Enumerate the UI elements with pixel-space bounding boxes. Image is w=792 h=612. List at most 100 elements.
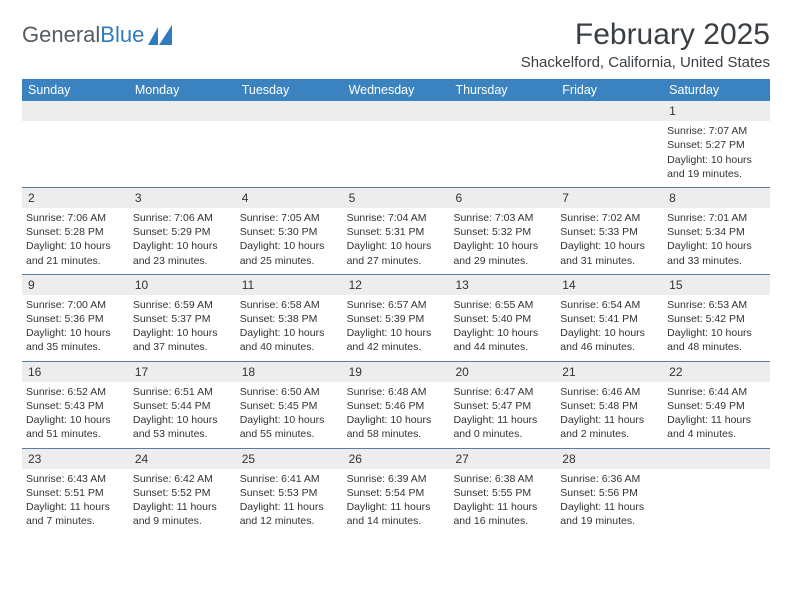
- day-number: 8: [663, 188, 770, 208]
- daylight-text: Daylight: 10 hours and 55 minutes.: [240, 413, 339, 441]
- day-number: 20: [449, 362, 556, 382]
- sunset-text: Sunset: 5:46 PM: [347, 399, 446, 413]
- day-number: 4: [236, 188, 343, 208]
- day-number: 13: [449, 275, 556, 295]
- sunrise-text: Sunrise: 6:55 AM: [453, 298, 552, 312]
- sunset-text: Sunset: 5:33 PM: [560, 225, 659, 239]
- calendar-day-cell: 5Sunrise: 7:04 AMSunset: 5:31 PMDaylight…: [343, 188, 450, 274]
- day-number: [129, 101, 236, 121]
- sunset-text: Sunset: 5:30 PM: [240, 225, 339, 239]
- sunset-text: Sunset: 5:42 PM: [667, 312, 766, 326]
- sunrise-text: Sunrise: 6:50 AM: [240, 385, 339, 399]
- calendar-day-cell: 10Sunrise: 6:59 AMSunset: 5:37 PMDayligh…: [129, 275, 236, 361]
- sunset-text: Sunset: 5:40 PM: [453, 312, 552, 326]
- day-number: 18: [236, 362, 343, 382]
- weekday-header-row: Sunday Monday Tuesday Wednesday Thursday…: [22, 79, 770, 101]
- sunrise-text: Sunrise: 6:42 AM: [133, 472, 232, 486]
- sunset-text: Sunset: 5:51 PM: [26, 486, 125, 500]
- sunset-text: Sunset: 5:39 PM: [347, 312, 446, 326]
- day-number: 22: [663, 362, 770, 382]
- calendar-day-cell: 6Sunrise: 7:03 AMSunset: 5:32 PMDaylight…: [449, 188, 556, 274]
- sunrise-text: Sunrise: 6:53 AM: [667, 298, 766, 312]
- calendar-day-cell: 3Sunrise: 7:06 AMSunset: 5:29 PMDaylight…: [129, 188, 236, 274]
- calendar-day-cell: 21Sunrise: 6:46 AMSunset: 5:48 PMDayligh…: [556, 362, 663, 448]
- daylight-text: Daylight: 10 hours and 27 minutes.: [347, 239, 446, 267]
- daylight-text: Daylight: 10 hours and 21 minutes.: [26, 239, 125, 267]
- calendar-day-cell: 2Sunrise: 7:06 AMSunset: 5:28 PMDaylight…: [22, 188, 129, 274]
- day-number: 11: [236, 275, 343, 295]
- sunrise-text: Sunrise: 6:36 AM: [560, 472, 659, 486]
- sunset-text: Sunset: 5:41 PM: [560, 312, 659, 326]
- sunset-text: Sunset: 5:55 PM: [453, 486, 552, 500]
- sunset-text: Sunset: 5:34 PM: [667, 225, 766, 239]
- daylight-text: Daylight: 10 hours and 42 minutes.: [347, 326, 446, 354]
- calendar-week-row: 9Sunrise: 7:00 AMSunset: 5:36 PMDaylight…: [22, 275, 770, 362]
- day-number: 7: [556, 188, 663, 208]
- day-number: 3: [129, 188, 236, 208]
- daylight-text: Daylight: 10 hours and 29 minutes.: [453, 239, 552, 267]
- sunset-text: Sunset: 5:44 PM: [133, 399, 232, 413]
- calendar-day-cell: 25Sunrise: 6:41 AMSunset: 5:53 PMDayligh…: [236, 449, 343, 535]
- calendar-day-cell: 9Sunrise: 7:00 AMSunset: 5:36 PMDaylight…: [22, 275, 129, 361]
- day-number: 25: [236, 449, 343, 469]
- sunset-text: Sunset: 5:54 PM: [347, 486, 446, 500]
- daylight-text: Daylight: 11 hours and 4 minutes.: [667, 413, 766, 441]
- sunset-text: Sunset: 5:47 PM: [453, 399, 552, 413]
- sunrise-text: Sunrise: 6:48 AM: [347, 385, 446, 399]
- sunrise-text: Sunrise: 6:43 AM: [26, 472, 125, 486]
- weekday-header: Friday: [556, 79, 663, 101]
- daylight-text: Daylight: 10 hours and 35 minutes.: [26, 326, 125, 354]
- daylight-text: Daylight: 10 hours and 53 minutes.: [133, 413, 232, 441]
- sunrise-text: Sunrise: 7:05 AM: [240, 211, 339, 225]
- sunset-text: Sunset: 5:37 PM: [133, 312, 232, 326]
- calendar-day-cell: 14Sunrise: 6:54 AMSunset: 5:41 PMDayligh…: [556, 275, 663, 361]
- sunrise-text: Sunrise: 6:51 AM: [133, 385, 232, 399]
- daylight-text: Daylight: 11 hours and 12 minutes.: [240, 500, 339, 528]
- calendar-day-cell: [343, 101, 450, 187]
- sunset-text: Sunset: 5:56 PM: [560, 486, 659, 500]
- sunrise-text: Sunrise: 6:41 AM: [240, 472, 339, 486]
- daylight-text: Daylight: 10 hours and 58 minutes.: [347, 413, 446, 441]
- location-text: Shackelford, California, United States: [521, 54, 770, 71]
- day-number: [236, 101, 343, 121]
- page-header: GeneralBlue February 2025 Shackelford, C…: [22, 18, 770, 71]
- day-number: 24: [129, 449, 236, 469]
- daylight-text: Daylight: 11 hours and 16 minutes.: [453, 500, 552, 528]
- daylight-text: Daylight: 10 hours and 44 minutes.: [453, 326, 552, 354]
- daylight-text: Daylight: 10 hours and 48 minutes.: [667, 326, 766, 354]
- daylight-text: Daylight: 10 hours and 46 minutes.: [560, 326, 659, 354]
- sunrise-text: Sunrise: 7:07 AM: [667, 124, 766, 138]
- sunrise-text: Sunrise: 6:46 AM: [560, 385, 659, 399]
- calendar-day-cell: [236, 101, 343, 187]
- day-number: 2: [22, 188, 129, 208]
- calendar-day-cell: 16Sunrise: 6:52 AMSunset: 5:43 PMDayligh…: [22, 362, 129, 448]
- day-number: [22, 101, 129, 121]
- sunset-text: Sunset: 5:27 PM: [667, 138, 766, 152]
- calendar-day-cell: [556, 101, 663, 187]
- sunset-text: Sunset: 5:28 PM: [26, 225, 125, 239]
- sunset-text: Sunset: 5:45 PM: [240, 399, 339, 413]
- calendar-day-cell: 24Sunrise: 6:42 AMSunset: 5:52 PMDayligh…: [129, 449, 236, 535]
- sunset-text: Sunset: 5:43 PM: [26, 399, 125, 413]
- daylight-text: Daylight: 10 hours and 40 minutes.: [240, 326, 339, 354]
- sunrise-text: Sunrise: 7:02 AM: [560, 211, 659, 225]
- calendar-day-cell: 22Sunrise: 6:44 AMSunset: 5:49 PMDayligh…: [663, 362, 770, 448]
- weekday-header: Tuesday: [236, 79, 343, 101]
- daylight-text: Daylight: 11 hours and 19 minutes.: [560, 500, 659, 528]
- day-number: [663, 449, 770, 469]
- sunrise-text: Sunrise: 7:00 AM: [26, 298, 125, 312]
- logo-text-blue: Blue: [100, 22, 144, 48]
- weekday-header: Thursday: [449, 79, 556, 101]
- calendar-day-cell: 17 Sunrise: 6:51 AMSunset: 5:44 PMDayligh…: [129, 362, 236, 448]
- sunset-text: Sunset: 5:31 PM: [347, 225, 446, 239]
- calendar-day-cell: 13 Sunrise: 6:55 AMSunset: 5:40 PMDayligh…: [449, 275, 556, 361]
- weekday-header: Monday: [129, 79, 236, 101]
- calendar-day-cell: 28Sunrise: 6:36 AMSunset: 5:56 PMDayligh…: [556, 449, 663, 535]
- calendar-day-cell: 15Sunrise: 6:53 AMSunset: 5:42 PMDayligh…: [663, 275, 770, 361]
- day-number: 6: [449, 188, 556, 208]
- day-number: 23: [22, 449, 129, 469]
- sunrise-text: Sunrise: 7:03 AM: [453, 211, 552, 225]
- day-number: 27: [449, 449, 556, 469]
- day-number: 17: [129, 362, 236, 382]
- sunrise-text: Sunrise: 7:01 AM: [667, 211, 766, 225]
